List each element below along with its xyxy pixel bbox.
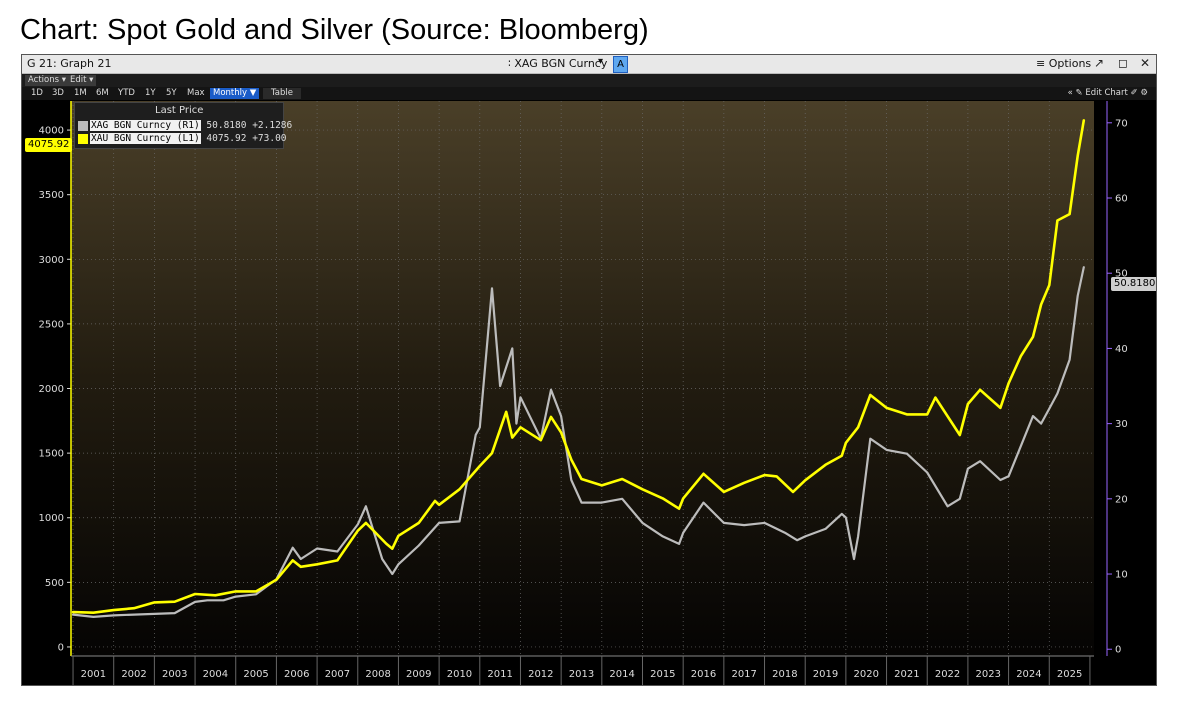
- range-1y-button[interactable]: 1Y: [145, 88, 156, 98]
- bloomberg-chart-window: 0 500 1000 1500 2000 2500 3000 3500 4000 0 10 20 30 4…: [21, 54, 1157, 686]
- pop-out-icon[interactable]: ↗: [1094, 56, 1105, 70]
- axes: 0 500 1000 1500 2000 2500 3000 3500 4000 0 10 20 30 4…: [39, 101, 1128, 685]
- right-tick-label: 50: [1115, 269, 1128, 280]
- right-tick-label: 60: [1115, 194, 1128, 205]
- legend-name-silver: XAG BGN Curncy (R1): [90, 120, 201, 131]
- left-tick-label: 2000: [39, 384, 64, 395]
- gold-last-price-tag: 4075.92: [25, 138, 73, 152]
- x-tick-label: 2015: [650, 669, 675, 680]
- x-tick-label: 2013: [569, 669, 594, 680]
- x-tick-label: 2025: [1057, 669, 1082, 680]
- close-icon[interactable]: ✕: [1140, 56, 1151, 70]
- edit-chart-button[interactable]: « ✎ Edit Chart ✐ ⚙: [1067, 88, 1148, 98]
- silver-price-line: [71, 266, 1085, 619]
- x-tick-label: 2007: [325, 669, 350, 680]
- right-tick-label: 10: [1115, 570, 1128, 581]
- legend-swatch-gold: [78, 133, 88, 144]
- range-1d-button[interactable]: 1D: [31, 88, 43, 98]
- x-tick-label: 2018: [772, 669, 797, 680]
- gridlines: [71, 101, 1094, 656]
- actions-menu-button[interactable]: Actions ▾: [25, 75, 70, 86]
- menu-bar: Actions ▾ Edit ▾: [22, 74, 1156, 87]
- range-3d-button[interactable]: 3D: [52, 88, 64, 98]
- x-tick-label: 2006: [284, 669, 309, 680]
- range-1m-button[interactable]: 1M: [74, 88, 87, 98]
- right-tick-label: 30: [1115, 419, 1128, 430]
- legend-name-gold: XAU BGN Curncy (L1): [90, 133, 201, 144]
- silver-last-price-tag: 50.8180: [1111, 277, 1156, 291]
- window-titlebar: G 21: Graph 21 ∶ XAG BGN Curncy ▾ A ≡ Op…: [22, 55, 1156, 74]
- right-tick-label: 40: [1115, 344, 1128, 355]
- edit-menu-button[interactable]: Edit ▾: [67, 75, 97, 86]
- right-tick-label: 70: [1115, 118, 1128, 129]
- legend-row-gold[interactable]: XAU BGN Curncy (L1) 4075.92 +73.00: [78, 133, 287, 144]
- plot-background: [71, 101, 1094, 656]
- left-tick-label: 1500: [39, 449, 64, 460]
- range-ytd-button[interactable]: YTD: [118, 88, 135, 98]
- range-5y-button[interactable]: 5Y: [166, 88, 177, 98]
- range-max-button[interactable]: Max: [187, 88, 205, 98]
- graph-id-label: G 21: Graph 21: [27, 57, 112, 70]
- options-menu-button[interactable]: ≡ Options: [1036, 57, 1092, 70]
- x-tick-label: 2003: [162, 669, 187, 680]
- chart-canvas: 0 500 1000 1500 2000 2500 3000 3500 4000 0 10 20 30 4…: [39, 101, 1128, 685]
- x-tick-label: 2001: [81, 669, 106, 680]
- x-tick-label: 2016: [691, 669, 716, 680]
- ticker-selector[interactable]: ∶ XAG BGN Curncy: [508, 57, 608, 70]
- legend-change-gold: +73.00: [252, 133, 287, 144]
- x-tick-label: 2022: [935, 669, 960, 680]
- x-tick-label: 2024: [1016, 669, 1041, 680]
- x-tick-label: 2004: [203, 669, 228, 680]
- table-button[interactable]: Table: [263, 88, 301, 99]
- left-tick-label: 4000: [39, 126, 64, 137]
- left-tick-label: 0: [58, 642, 64, 653]
- x-tick-label: 2010: [447, 669, 472, 680]
- range-6m-button[interactable]: 6M: [96, 88, 109, 98]
- x-tick-label: 2014: [609, 669, 634, 680]
- legend-row-silver[interactable]: XAG BGN Curncy (R1) 50.8180 +2.1286: [78, 120, 292, 131]
- x-tick-label: 2012: [528, 669, 553, 680]
- page-title: Chart: Spot Gold and Silver (Source: Blo…: [20, 14, 649, 46]
- legend-change-silver: +2.1286: [252, 120, 293, 131]
- left-tick-label: 2500: [39, 319, 64, 330]
- legend-header: Last Price: [155, 105, 204, 116]
- x-tick-label: 2005: [243, 669, 268, 680]
- x-axis-band: [71, 656, 1094, 685]
- x-tick-label: 2023: [976, 669, 1001, 680]
- series-lines: [71, 119, 1086, 619]
- a-button[interactable]: A: [613, 56, 628, 73]
- gold-price-line: [71, 119, 1086, 615]
- legend-value-silver: 50.8180: [206, 120, 247, 131]
- left-tick-label: 3000: [39, 255, 64, 266]
- frequency-dropdown[interactable]: Monthly ▼: [210, 88, 260, 99]
- left-tick-label: 500: [45, 578, 64, 589]
- legend-panel: Last Price XAG BGN Curncy (R1) 50.8180 +…: [74, 102, 292, 149]
- x-tick-label: 2020: [853, 669, 878, 680]
- x-tick-label: 2019: [813, 669, 838, 680]
- maximize-icon[interactable]: ◻: [1118, 56, 1128, 70]
- x-tick-label: 2011: [487, 669, 512, 680]
- legend-swatch-silver: [78, 120, 88, 131]
- ticker-dropdown-icon[interactable]: ▾: [598, 56, 604, 67]
- x-tick-label: 2002: [121, 669, 146, 680]
- x-tick-label: 2017: [731, 669, 756, 680]
- x-tick-label: 2008: [365, 669, 390, 680]
- right-tick-label: 0: [1115, 645, 1121, 656]
- right-tick-label: 20: [1115, 494, 1128, 505]
- left-tick-label: 3500: [39, 190, 64, 201]
- x-tick-label: 2021: [894, 669, 919, 680]
- range-toolbar: 1D 3D 1M 6M YTD 1Y 5Y Max Monthly ▼ Tabl…: [22, 87, 1156, 100]
- left-tick-label: 1000: [39, 513, 64, 524]
- legend-value-gold: 4075.92: [206, 133, 247, 144]
- x-tick-label: 2009: [406, 669, 431, 680]
